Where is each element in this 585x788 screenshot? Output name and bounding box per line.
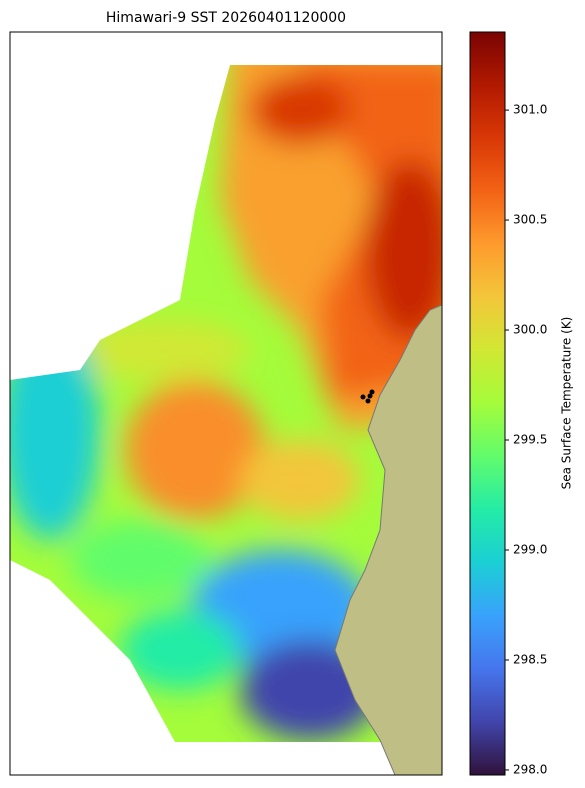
sst-field (10, 32, 442, 775)
colorbar-tick-label: 301.0 (513, 103, 547, 117)
colorbar-tick-label: 299.0 (513, 542, 547, 556)
colorbar-tick-label: 298.5 (513, 652, 547, 666)
colorbar-gradient (469, 31, 506, 776)
colorbar-tick-label: 300.5 (513, 213, 547, 227)
colorbar-label: Sea Surface Temperature (K) (560, 317, 574, 490)
map-frame (9, 31, 443, 776)
map-title: Himawari-9 SST 20260401120000 (106, 10, 346, 26)
colorbar: 298.0 298.5 299.0 299.5 300.0 300.5 301.0 (469, 31, 547, 776)
colorbar-tick-label: 300.0 (513, 323, 547, 337)
colorbar-tick-label: 298.0 (513, 762, 547, 776)
colorbar-tick-label: 299.5 (513, 433, 547, 447)
